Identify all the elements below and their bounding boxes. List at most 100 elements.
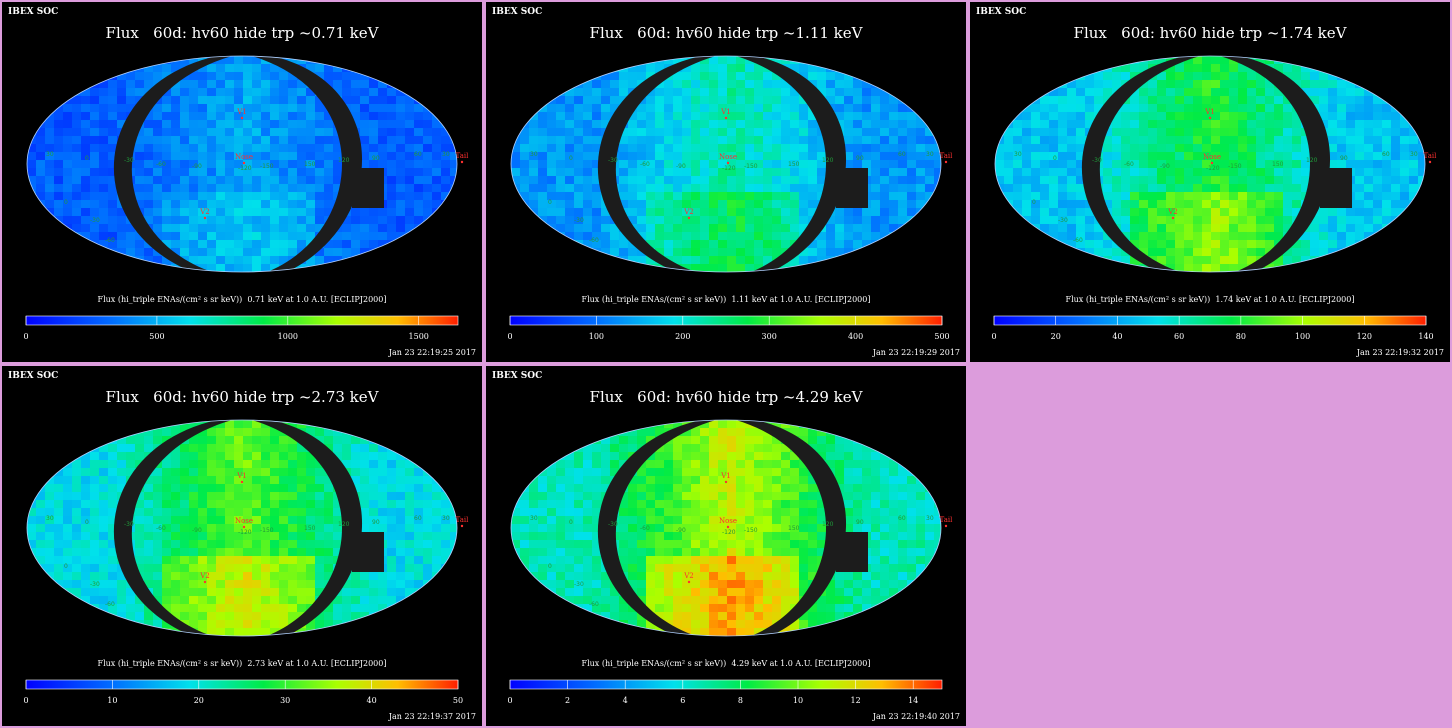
flux-pixel [1076, 184, 1086, 193]
flux-pixel [1040, 96, 1050, 105]
flux-pixel [99, 64, 109, 73]
flux-pixel [754, 208, 764, 217]
flux-pixel [81, 540, 91, 549]
flux-pixel [1049, 64, 1059, 73]
flux-pixel [198, 484, 208, 493]
timestamp: Jan 23 22:19:32 2017 [1356, 348, 1444, 357]
flux-pixel [628, 120, 638, 129]
flux-pixel [234, 420, 244, 429]
flux-pixel [288, 176, 298, 185]
flux-pixel [243, 88, 253, 97]
flux-pixel [450, 200, 457, 209]
flux-pixel [853, 216, 863, 225]
flux-pixel [117, 428, 127, 437]
flux-pixel [628, 168, 638, 177]
flux-pixel [844, 144, 854, 153]
flux-pixel [36, 556, 46, 565]
flux-pixel [880, 120, 890, 129]
flux-pixel [342, 452, 352, 461]
colorbar-tick-label: 40 [1112, 332, 1123, 341]
flux-pixel [45, 192, 55, 201]
flux-pixel [1418, 248, 1425, 257]
flux-pixel [1319, 240, 1329, 249]
flux-pixel [171, 128, 181, 137]
flux-pixel [547, 152, 557, 161]
flux-pixel [369, 524, 379, 533]
flux-pixel [1067, 88, 1077, 97]
flux-pixel [324, 564, 334, 573]
flux-pixel [360, 224, 370, 233]
flux-pixel [396, 104, 406, 113]
flux-pixel [144, 476, 154, 485]
flux-pixel [1418, 144, 1425, 153]
flux-pixel [907, 232, 917, 241]
flux-pixel [450, 468, 457, 477]
flux-pixel [450, 88, 457, 97]
flux-pixel [387, 436, 397, 445]
flux-pixel [99, 532, 109, 541]
flux-pixel [162, 256, 172, 265]
flux-pixel [252, 216, 262, 225]
flux-pixel [450, 168, 457, 177]
flux-pixel [72, 64, 82, 73]
flux-pixel [423, 548, 433, 557]
flux-pixel [1175, 224, 1185, 233]
flux-pixel [441, 476, 451, 485]
flux-pixel [333, 80, 343, 89]
flux-pixel [772, 224, 782, 233]
flux-pixel [423, 428, 433, 437]
flux-pixel [54, 460, 64, 469]
flux-pixel [511, 136, 521, 145]
flux-pixel [1040, 248, 1050, 257]
flux-pixel [781, 216, 791, 225]
flux-pixel [180, 508, 190, 517]
flux-pixel [1247, 184, 1257, 193]
flux-pixel [1220, 152, 1230, 161]
flux-pixel [387, 80, 397, 89]
flux-pixel [808, 136, 818, 145]
flux-pixel [288, 248, 298, 257]
flux-pixel [432, 460, 442, 469]
flux-pixel [1094, 224, 1104, 233]
flux-pixel [556, 128, 566, 137]
flux-pixel [198, 136, 208, 145]
flux-pixel [324, 548, 334, 557]
flux-pixel [198, 264, 208, 272]
flux-pixel [907, 264, 917, 272]
flux-pixel [423, 160, 433, 169]
map-outline [994, 55, 1426, 273]
flux-pixel [1049, 56, 1059, 65]
flux-pixel [1130, 88, 1140, 97]
flux-pixel [108, 104, 118, 113]
flux-pixel [520, 240, 530, 249]
flux-pixel [351, 80, 361, 89]
flux-pixel [126, 460, 136, 469]
flux-pixel [574, 104, 584, 113]
flux-pixel [1058, 144, 1068, 153]
flux-pixel [907, 152, 917, 161]
flux-pixel [889, 256, 899, 265]
flux-pixel [333, 160, 343, 169]
flux-pixel [799, 248, 809, 257]
flux-pixel [360, 216, 370, 225]
flux-pixel [369, 224, 379, 233]
flux-pixel [934, 120, 941, 129]
flux-pixel [610, 56, 620, 65]
flux-pixel [547, 176, 557, 185]
flux-pixel [916, 264, 926, 272]
flux-pixel [565, 184, 575, 193]
flux-pixel [189, 540, 199, 549]
flux-pixel [718, 112, 728, 121]
flux-pixel [288, 200, 298, 209]
flux-pixel [288, 72, 298, 81]
flux-pixel [835, 88, 845, 97]
flux-pixel [1418, 160, 1425, 169]
flux-pixel [180, 112, 190, 121]
flux-pixel [700, 64, 710, 73]
flux-pixel [1067, 232, 1077, 241]
flux-pixel [324, 264, 334, 272]
flux-pixel [1130, 152, 1140, 161]
flux-pixel [396, 120, 406, 129]
flux-pixel [1184, 208, 1194, 217]
flux-pixel [405, 72, 415, 81]
